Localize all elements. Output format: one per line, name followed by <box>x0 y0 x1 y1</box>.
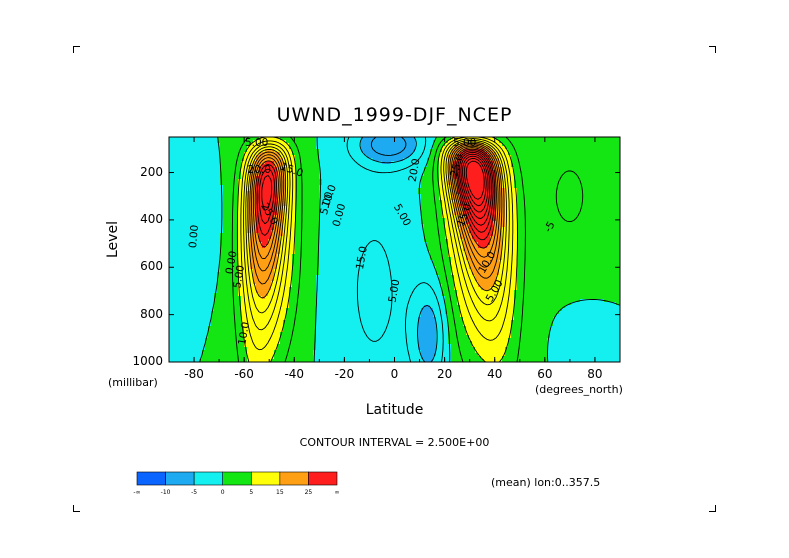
mean-lon-text: (mean) lon:0..357.5 <box>491 476 601 489</box>
contour-label: 0.00 <box>224 250 240 275</box>
contour-line-37_5 <box>462 155 489 213</box>
colorbar-tick-label: 15 <box>276 489 284 496</box>
colorbar-swatch <box>193 471 224 486</box>
crop-mark-bottom-right <box>709 505 716 512</box>
contour-label: 5.00 <box>387 278 403 303</box>
colorbar-swatch <box>222 471 252 486</box>
contour-label: 10.0 <box>236 321 252 346</box>
contour-line-17_5 <box>249 142 503 285</box>
contour-line-12_5 <box>245 139 507 314</box>
contour-label: -5 <box>542 219 558 234</box>
x-tick-label: -20 <box>334 367 355 381</box>
x-tick-label: 80 <box>587 367 603 381</box>
contour-line--7_5 <box>370 137 407 156</box>
contour-line--5 <box>359 137 438 362</box>
contour-interval-text: CONTOUR INTERVAL = 2.500E+00 <box>299 436 490 449</box>
chart-title: UWND_1999-DJF_NCEP <box>276 104 513 126</box>
contour-label: 5.00 <box>318 190 336 216</box>
x-axis-label: Latitude <box>365 402 424 418</box>
x-tick-label: 0 <box>390 367 399 381</box>
colorbar-tick-label: 5 <box>249 489 253 496</box>
contour-line-27_5 <box>256 148 496 241</box>
crop-mark-bottom-left <box>73 505 80 512</box>
x-tick-label: -60 <box>234 367 254 381</box>
contour-line-7_5 <box>240 137 514 351</box>
colorbar-tick-label: -10 <box>161 489 171 496</box>
contour-lines <box>199 137 620 362</box>
x-tick-label: -80 <box>184 367 204 381</box>
contour-line--2_5 <box>346 137 444 362</box>
crop-mark-top-right <box>709 46 716 53</box>
crop-mark-top-left <box>73 46 80 53</box>
contour-line-42_5 <box>465 160 485 200</box>
contour-line-32_5 <box>261 151 492 226</box>
colorbar-tick-label: 25 <box>305 489 313 496</box>
colorbar-tick-label: -5 <box>191 489 197 496</box>
x-tick-label: -40 <box>284 367 305 381</box>
colorbar-swatch <box>136 471 166 486</box>
axes <box>168 136 621 363</box>
colorbar-swatch <box>308 471 338 486</box>
contour-line-2_5 <box>231 137 584 362</box>
contour-line-10 <box>243 138 510 331</box>
x-tick-label: 40 <box>487 367 503 381</box>
contour-line-15 <box>247 141 505 299</box>
y-tick-label: 200 <box>140 164 163 179</box>
contour-line-35 <box>460 153 491 219</box>
contour-label: 20.0 <box>248 164 271 176</box>
contour-label: 0.00 <box>187 224 201 248</box>
y-tick-label: 800 <box>140 306 163 321</box>
contour-line-25 <box>254 147 497 249</box>
y-tick-label: 600 <box>140 259 163 274</box>
contour-line-5 <box>236 137 518 362</box>
y-tick-label: 1000 <box>132 354 163 368</box>
contour-fill <box>169 137 620 362</box>
y-units-label: (millibar) <box>108 376 158 389</box>
contour-label: 0.00 <box>331 202 349 228</box>
contour-line-20 <box>251 144 501 272</box>
colorbar-swatch <box>250 471 281 486</box>
colorbar-swatch <box>279 471 309 486</box>
x-tick-label: 20 <box>436 367 453 381</box>
colorbar-tick-label: ∞ <box>335 489 340 496</box>
colorbar-tick-label: 0 <box>221 489 225 496</box>
x-tick-label: 60 <box>537 367 553 381</box>
y-axis-label-text: Level <box>105 221 121 258</box>
contour-label: 5.00 <box>245 137 268 149</box>
x-units-label: (degrees_north) <box>535 383 623 396</box>
contour-label: 15.0 <box>354 245 370 270</box>
contour-label: 5.00 <box>453 137 476 149</box>
contour-line-30 <box>258 150 494 233</box>
colorbar-tick-label: -∞ <box>133 489 140 496</box>
contour-label: 20.0 <box>407 158 423 183</box>
contour-label: 5.00 <box>231 264 247 289</box>
contour-label: 25.0 <box>448 153 466 179</box>
contour-line-40 <box>463 157 487 207</box>
contour-line-0 <box>199 137 620 362</box>
colorbar-swatch <box>165 471 195 486</box>
colorbar: -∞ -10 -5 0 5 15 25 ∞ <box>133 471 340 496</box>
y-tick-label: 400 <box>140 211 163 226</box>
y-axis-label: Level <box>105 221 121 258</box>
contour-line-22_5 <box>252 145 499 260</box>
